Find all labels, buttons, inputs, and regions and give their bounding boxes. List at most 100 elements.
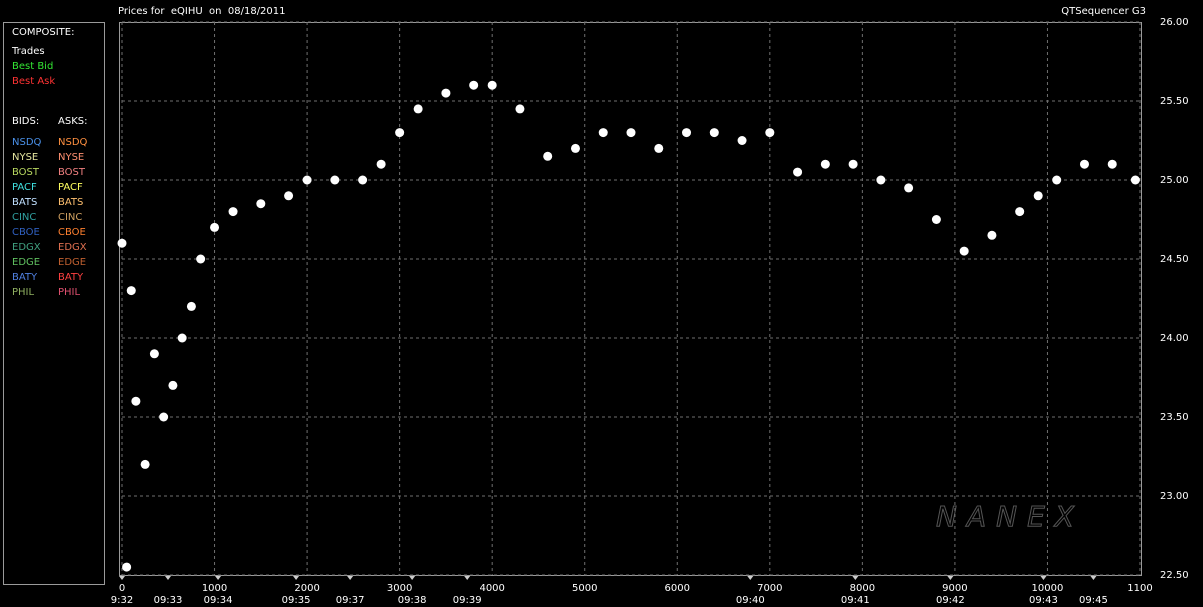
trade-point <box>122 562 132 572</box>
trade-point <box>330 175 340 185</box>
trade-point <box>1015 207 1025 217</box>
y-tick-label: 25.50 <box>1160 96 1189 107</box>
trade-point <box>682 128 692 138</box>
x-tick-label: 1000 <box>202 583 227 594</box>
trade-point <box>1130 175 1140 185</box>
legend-ask: CINC <box>58 212 82 223</box>
trade-point <box>515 104 525 114</box>
chart-title: Prices for eQIHU on 08/18/2011 <box>118 6 286 17</box>
trade-point <box>302 175 312 185</box>
trade-point <box>737 136 747 145</box>
trade-point <box>413 104 423 114</box>
header-right: QTSequencer G3 <box>1061 6 1146 17</box>
trade-point <box>284 191 294 201</box>
y-tick-label: 25.00 <box>1160 175 1189 186</box>
asks-label: ASKS: <box>58 116 87 127</box>
time-tick <box>215 576 222 580</box>
time-tick <box>293 576 300 580</box>
trade-point <box>186 301 196 311</box>
trade-point <box>256 199 266 209</box>
time-tick-label: 09:39 <box>453 595 482 606</box>
trade-point <box>570 143 580 153</box>
legend-bid: PACF <box>12 182 37 193</box>
trade-point <box>487 80 497 90</box>
y-tick-label: 23.00 <box>1160 491 1189 502</box>
trade-point <box>210 222 220 232</box>
trade-point <box>376 159 386 169</box>
time-tick <box>347 576 354 580</box>
y-tick-label: 24.00 <box>1160 333 1189 344</box>
legend-ask: EDGX <box>58 242 87 253</box>
time-tick <box>164 576 171 580</box>
time-tick <box>409 576 416 580</box>
trade-point <box>765 128 775 138</box>
x-tick-label: 1100 <box>1127 583 1152 594</box>
trade-point <box>131 396 141 406</box>
time-tick-label: 09:38 <box>398 595 427 606</box>
legend-ask: CBOE <box>58 227 86 238</box>
x-tick-label: 3000 <box>387 583 412 594</box>
legend-ask: BATY <box>58 272 84 283</box>
trade-point <box>543 151 553 161</box>
time-tick <box>1040 576 1047 580</box>
legend-ask: BOST <box>58 167 86 178</box>
x-tick-label: 4000 <box>479 583 504 594</box>
trade-point <box>168 380 178 390</box>
legend-bid: NSDQ <box>12 137 42 148</box>
trade-point <box>358 175 368 185</box>
time-tick-label: 9:32 <box>111 595 133 606</box>
time-tick <box>947 576 954 580</box>
trade-point <box>441 88 451 98</box>
trade-point <box>1079 159 1089 169</box>
x-tick-label: 2000 <box>294 583 319 594</box>
x-tick-label: 10000 <box>1032 583 1064 594</box>
plot-area <box>119 22 1142 576</box>
trade-point <box>177 333 187 343</box>
trade-point <box>626 128 636 138</box>
legend-entry: Best Ask <box>12 76 55 87</box>
trade-point <box>959 246 969 256</box>
time-tick-label: 09:42 <box>936 595 965 606</box>
legend-ask: BATS <box>58 197 83 208</box>
x-tick-label: 0 <box>119 583 125 594</box>
trade-point <box>469 80 479 90</box>
x-tick-label: 9000 <box>942 583 967 594</box>
y-tick-label: 24.50 <box>1160 254 1189 265</box>
trade-point <box>126 286 136 296</box>
trade-point <box>904 183 914 193</box>
time-tick-label: 09:37 <box>336 595 365 606</box>
trade-point <box>395 128 405 138</box>
trade-point <box>987 230 997 240</box>
bids-label: BIDS: <box>12 116 39 127</box>
time-tick <box>464 576 471 580</box>
legend-bid: BATY <box>12 272 38 283</box>
trade-point <box>820 159 830 169</box>
time-tick-label: 09:35 <box>282 595 311 606</box>
legend-entry: Trades <box>11 46 45 57</box>
trade-point <box>196 254 206 264</box>
legend-ask: NSDQ <box>58 137 88 148</box>
legend-bid: EDGE <box>12 257 40 268</box>
time-tick-label: 09:34 <box>204 595 233 606</box>
trade-point <box>117 238 127 248</box>
watermark: NANEX <box>936 500 1084 533</box>
time-tick-label: 09:45 <box>1079 595 1108 606</box>
trade-point <box>931 215 941 224</box>
trade-point <box>1107 159 1117 169</box>
legend-bid: NYSE <box>12 152 38 163</box>
legend-ask: NYSE <box>58 152 84 163</box>
x-tick-label: 6000 <box>665 583 690 594</box>
trade-point <box>876 175 886 185</box>
time-tick-label: 09:41 <box>841 595 870 606</box>
x-tick-label: 5000 <box>572 583 597 594</box>
legend-entry: Best Bid <box>12 61 53 72</box>
trade-point <box>140 459 150 469</box>
y-tick-label: 23.50 <box>1160 412 1189 423</box>
trade-point <box>1052 175 1062 185</box>
time-tick-label: 09:33 <box>154 595 183 606</box>
legend-bid: BATS <box>12 197 37 208</box>
legend-bid: CBOE <box>12 227 40 238</box>
trade-point <box>228 207 238 217</box>
legend-ask: PHIL <box>58 287 80 298</box>
